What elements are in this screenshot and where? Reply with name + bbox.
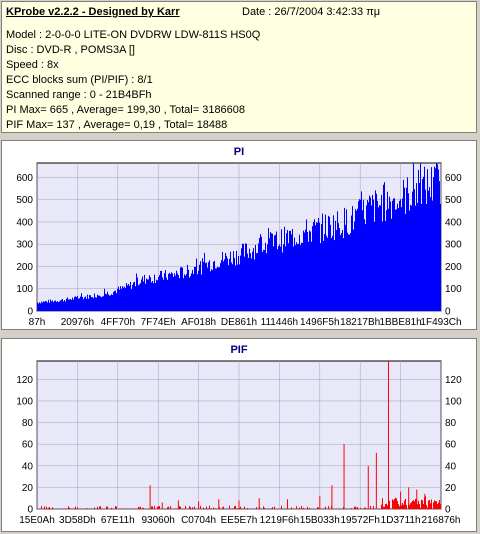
pi-chart: PI 0 0 100 100 200 200 300 300 400 400 500 500 600 600…	[16, 146, 462, 328]
x-tick-label: 1F493Ch	[420, 317, 461, 328]
x-tick-label: 18217Bh	[340, 317, 380, 328]
y-tick-label-right: 600	[445, 173, 462, 184]
x-tick-label: DE861h	[221, 317, 257, 328]
y-tick-label-right: 400	[445, 217, 462, 228]
x-tick-label: C0704h	[181, 515, 216, 526]
x-tick-label: 3D58Dh	[59, 515, 96, 526]
x-tick-label: 15B033h	[300, 515, 340, 526]
app-title: KProbe v2.2.2 - Designed by Karr	[6, 6, 180, 18]
y-tick-label-right: 500	[445, 195, 462, 206]
y-tick-label-right: 0	[445, 307, 451, 318]
y-tick-label-left: 200	[16, 262, 33, 273]
range-line: Scanned range : 0 - 21B4BFh	[6, 89, 152, 101]
x-tick-label: 1496F5h	[300, 317, 339, 328]
pif-summary-line: PIF Max= 137 , Average= 0,19 , Total= 18…	[6, 119, 228, 131]
pif-chart: PIF 0 0 20 20 40 40 60 60 80 80 100 100 120 120 15E0Ah 3…	[16, 344, 462, 526]
y-tick-label-right: 80	[445, 418, 457, 429]
y-tick-label-left: 60	[22, 440, 34, 451]
y-tick-label-left: 40	[22, 461, 34, 472]
disc-line: Disc : DVD-R , POMS3A []	[6, 44, 135, 56]
y-tick-label-right: 0	[445, 505, 451, 516]
y-tick-label-left: 20	[22, 483, 34, 494]
info-panel: KProbe v2.2.2 - Designed by Karr Date : …	[1, 1, 477, 133]
x-tick-label: 15E0Ah	[19, 515, 55, 526]
y-tick-label-left: 0	[27, 307, 33, 318]
x-tick-label: AF018h	[181, 317, 216, 328]
speed-line: Speed : 8x	[6, 59, 59, 71]
x-tick-label: 7F74Eh	[141, 317, 176, 328]
y-tick-label-right: 20	[445, 483, 457, 494]
x-tick-label: 1BBE81h	[379, 317, 421, 328]
model-line: Model : 2-0-0-0 LITE-ON DVDRW LDW-811S H…	[6, 29, 261, 41]
pif-chart-panel: PIF 0 0 20 20 40 40 60 60 80 80 100 100 120 120 15E0Ah 3…	[1, 338, 477, 532]
y-tick-label-left: 100	[16, 284, 33, 295]
series-pif	[41, 361, 441, 509]
y-tick-label-left: 120	[16, 375, 33, 386]
x-tick-label: 1219F6h	[260, 515, 299, 526]
y-tick-label-left: 400	[16, 217, 33, 228]
x-tick-label: 93060h	[142, 515, 175, 526]
x-tick-label: 87h	[29, 317, 46, 328]
y-tick-label-right: 100	[445, 284, 462, 295]
chart-title: PIF	[230, 344, 247, 356]
y-tick-label-left: 500	[16, 195, 33, 206]
x-tick-label: 67E11h	[101, 515, 135, 526]
scan-date: Date : 26/7/2004 3:42:33 πμ	[242, 6, 381, 18]
y-tick-label-right: 60	[445, 440, 457, 451]
y-tick-label-right: 100	[445, 396, 462, 407]
y-tick-label-right: 300	[445, 240, 462, 251]
x-tick-label: 19572Fh	[340, 515, 379, 526]
y-tick-label-left: 80	[22, 418, 34, 429]
pi-summary-line: PI Max= 665 , Average= 199,30 , Total= 3…	[6, 104, 246, 116]
y-tick-label-left: 300	[16, 240, 33, 251]
ecc-line: ECC blocks sum (PI/PIF) : 8/1	[6, 74, 153, 86]
x-tick-label: 111446h	[261, 317, 298, 328]
x-tick-label: 4FF70h	[101, 317, 135, 328]
series-pi	[37, 163, 441, 311]
chart-title: PI	[234, 146, 244, 158]
y-tick-label-right: 40	[445, 461, 457, 472]
y-tick-label-left: 0	[27, 505, 33, 516]
y-tick-label-right: 120	[445, 375, 462, 386]
x-tick-label: 20976h	[61, 317, 94, 328]
x-tick-label: 1D3711h	[381, 515, 421, 526]
y-tick-label-left: 600	[16, 173, 33, 184]
y-tick-label-left: 100	[16, 396, 33, 407]
pi-chart-panel: PI 0 0 100 100 200 200 300 300 400 400 500 500 600 600…	[1, 140, 477, 330]
y-tick-label-right: 200	[445, 262, 462, 273]
x-tick-label: 216876h	[422, 515, 461, 526]
x-tick-label: EE5E7h	[221, 515, 258, 526]
